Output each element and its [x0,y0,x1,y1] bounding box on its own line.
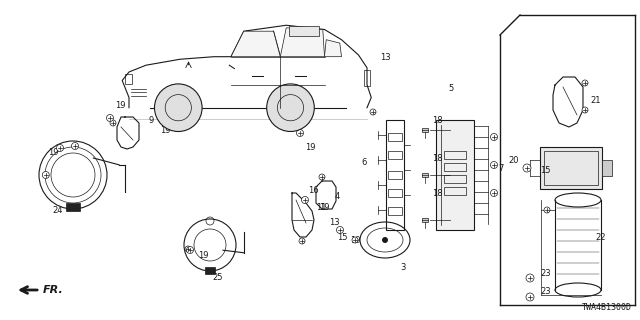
Circle shape [186,246,193,253]
Bar [386,120,404,230]
Text: 23: 23 [540,287,550,297]
Bar [125,74,132,84]
Text: 18: 18 [432,188,443,197]
Bar [388,189,402,197]
Bar [388,133,402,141]
Text: 6: 6 [362,157,367,166]
Circle shape [72,142,79,149]
Circle shape [154,84,202,132]
Circle shape [106,115,113,122]
Text: 9: 9 [148,116,153,124]
Circle shape [490,162,497,169]
Text: 7: 7 [498,164,504,172]
Circle shape [301,196,308,204]
Circle shape [582,80,588,86]
Text: 21: 21 [590,95,600,105]
Polygon shape [324,40,342,57]
Polygon shape [280,28,324,57]
Text: 20: 20 [508,156,518,164]
Text: 24: 24 [52,205,63,214]
Text: 19: 19 [198,251,209,260]
Text: 15: 15 [540,165,550,174]
Bar [388,151,402,159]
Text: 23: 23 [540,268,550,277]
Circle shape [296,130,303,137]
Circle shape [544,207,550,213]
Bar [388,207,402,215]
Text: TWA4B1300D: TWA4B1300D [582,303,632,312]
Bar [436,120,474,230]
Circle shape [337,227,344,234]
Circle shape [370,109,376,115]
Text: 13: 13 [380,52,390,61]
Circle shape [110,120,116,126]
Bar [422,218,428,222]
Bar [544,151,598,185]
Bar [364,70,371,86]
Text: 16: 16 [308,186,319,195]
Circle shape [56,145,63,151]
Text: 19: 19 [48,148,58,156]
Circle shape [352,237,358,243]
Bar [540,147,602,189]
Bar [444,187,466,195]
Text: 22: 22 [595,233,605,242]
Circle shape [582,107,588,113]
Text: FR.: FR. [43,285,64,295]
Bar [444,175,466,183]
Circle shape [42,172,49,179]
Text: 19: 19 [305,142,316,151]
Bar [422,173,428,177]
Text: 11: 11 [316,203,326,212]
Circle shape [319,174,325,180]
Bar [602,160,612,176]
Bar [205,267,215,274]
Text: 3: 3 [400,263,405,273]
Text: 19: 19 [319,203,330,212]
Circle shape [523,164,531,172]
Bar [444,151,466,159]
Text: 19: 19 [350,236,360,244]
Circle shape [526,293,534,301]
Circle shape [382,237,388,243]
Text: 15: 15 [337,233,348,242]
Text: 25: 25 [212,273,223,282]
Text: 19: 19 [160,125,170,134]
Circle shape [267,84,314,132]
Circle shape [185,246,191,252]
Bar [388,171,402,179]
Bar [289,26,319,36]
Circle shape [490,189,497,196]
Polygon shape [231,31,280,57]
Text: 4: 4 [335,191,340,201]
Circle shape [299,238,305,244]
Text: 19: 19 [115,100,125,109]
Text: 18: 18 [432,116,443,124]
Text: 13: 13 [330,218,340,227]
Bar [444,163,466,171]
Text: 5: 5 [448,84,453,92]
Bar [66,203,80,211]
Bar [422,128,428,132]
Circle shape [490,133,497,140]
Circle shape [526,274,534,282]
Text: 18: 18 [432,154,443,163]
